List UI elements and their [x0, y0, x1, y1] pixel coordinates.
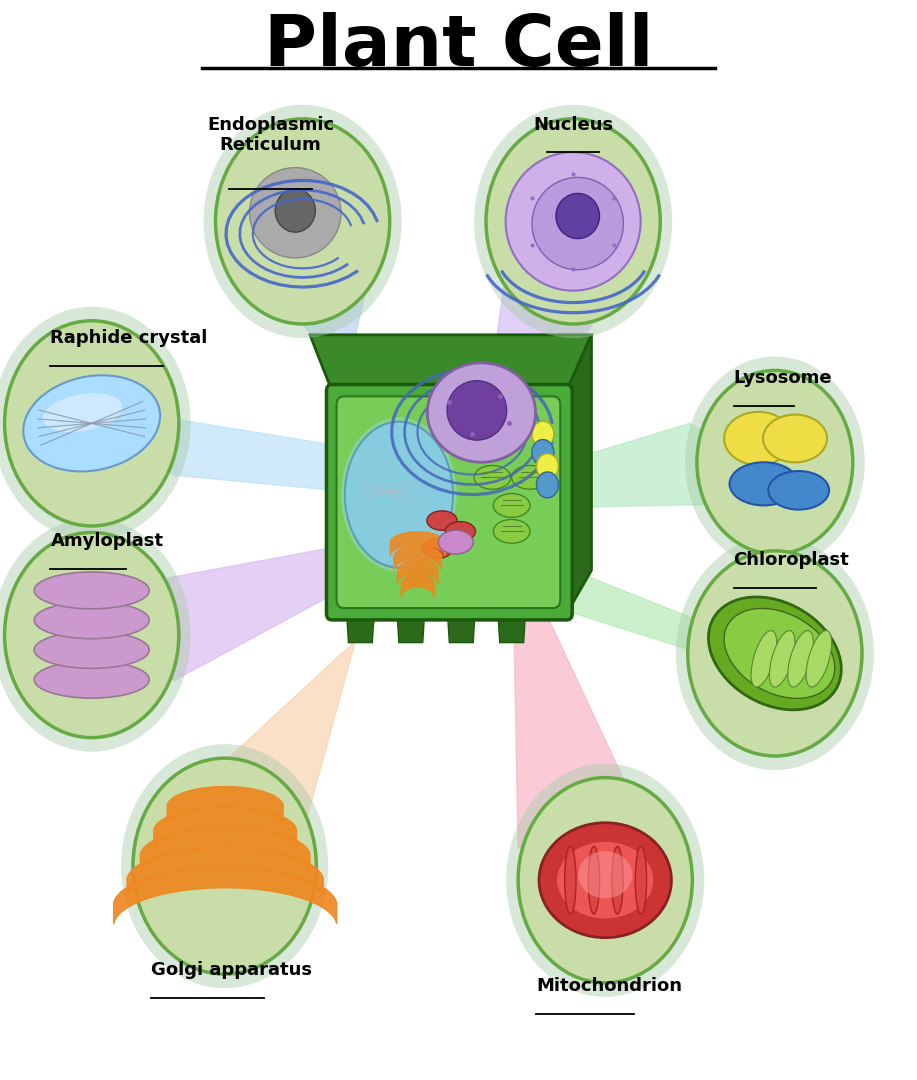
Circle shape [133, 758, 316, 974]
Polygon shape [447, 613, 475, 643]
Polygon shape [491, 248, 646, 416]
Ellipse shape [446, 522, 475, 541]
Ellipse shape [275, 189, 315, 232]
Text: VectorStock®: VectorStock® [28, 1040, 192, 1064]
Ellipse shape [539, 823, 671, 937]
Ellipse shape [556, 193, 600, 239]
Text: Lysosome: Lysosome [734, 369, 833, 388]
Ellipse shape [565, 847, 576, 914]
Ellipse shape [724, 411, 792, 465]
Ellipse shape [427, 363, 536, 462]
Text: Mitochondrion: Mitochondrion [536, 977, 682, 996]
Polygon shape [147, 583, 394, 834]
Ellipse shape [709, 597, 841, 710]
Ellipse shape [422, 539, 452, 558]
Polygon shape [564, 567, 821, 691]
Ellipse shape [438, 530, 473, 554]
Circle shape [532, 421, 554, 447]
Circle shape [685, 356, 865, 568]
Ellipse shape [426, 511, 457, 530]
Ellipse shape [724, 608, 834, 699]
Circle shape [5, 532, 179, 738]
Polygon shape [514, 583, 656, 848]
Text: Endoplasmic
Reticulum: Endoplasmic Reticulum [207, 116, 334, 154]
Ellipse shape [345, 421, 453, 568]
Ellipse shape [249, 167, 341, 258]
Ellipse shape [788, 631, 813, 687]
Circle shape [697, 370, 853, 554]
Text: Plant Cell: Plant Cell [264, 12, 653, 81]
Ellipse shape [769, 631, 795, 687]
Ellipse shape [34, 661, 149, 698]
Text: VectorStock.com/9914179: VectorStock.com/9914179 [652, 1043, 889, 1061]
Circle shape [204, 105, 402, 338]
Ellipse shape [806, 631, 832, 687]
Circle shape [474, 105, 672, 338]
Circle shape [121, 744, 328, 988]
Ellipse shape [579, 851, 632, 899]
Polygon shape [234, 248, 385, 416]
Polygon shape [555, 423, 821, 508]
Circle shape [0, 518, 191, 752]
FancyBboxPatch shape [326, 384, 572, 620]
Ellipse shape [557, 841, 654, 919]
Polygon shape [347, 613, 374, 643]
Circle shape [486, 119, 660, 324]
Ellipse shape [512, 465, 548, 489]
Ellipse shape [447, 380, 506, 441]
Text: Raphide crystal: Raphide crystal [50, 329, 208, 348]
Circle shape [5, 321, 179, 526]
Polygon shape [310, 335, 591, 391]
Ellipse shape [730, 462, 798, 505]
Ellipse shape [612, 847, 623, 914]
Circle shape [518, 778, 692, 983]
Text: Chloroplast: Chloroplast [734, 551, 849, 569]
Ellipse shape [23, 375, 160, 472]
Text: Golgi apparatus: Golgi apparatus [151, 961, 313, 980]
FancyBboxPatch shape [337, 396, 560, 608]
Ellipse shape [34, 572, 149, 609]
Circle shape [688, 551, 862, 756]
Text: Amyloplast: Amyloplast [50, 532, 163, 551]
Circle shape [536, 454, 558, 480]
Ellipse shape [532, 177, 624, 270]
Circle shape [0, 307, 191, 540]
Ellipse shape [768, 471, 829, 510]
Circle shape [536, 472, 558, 498]
Ellipse shape [635, 847, 646, 914]
Ellipse shape [34, 632, 149, 669]
Ellipse shape [751, 631, 777, 687]
Polygon shape [23, 545, 344, 680]
Ellipse shape [474, 465, 511, 489]
Ellipse shape [763, 415, 827, 462]
Circle shape [506, 764, 704, 997]
Circle shape [532, 440, 554, 465]
Ellipse shape [505, 152, 641, 291]
Circle shape [676, 537, 874, 770]
Ellipse shape [588, 847, 600, 914]
Ellipse shape [43, 393, 122, 432]
Ellipse shape [493, 519, 530, 543]
Polygon shape [23, 394, 353, 491]
Ellipse shape [34, 602, 149, 638]
Polygon shape [397, 613, 425, 643]
Polygon shape [567, 335, 591, 613]
Text: Nucleus: Nucleus [533, 116, 613, 134]
Polygon shape [498, 613, 525, 643]
Circle shape [215, 119, 390, 324]
Ellipse shape [493, 494, 530, 517]
